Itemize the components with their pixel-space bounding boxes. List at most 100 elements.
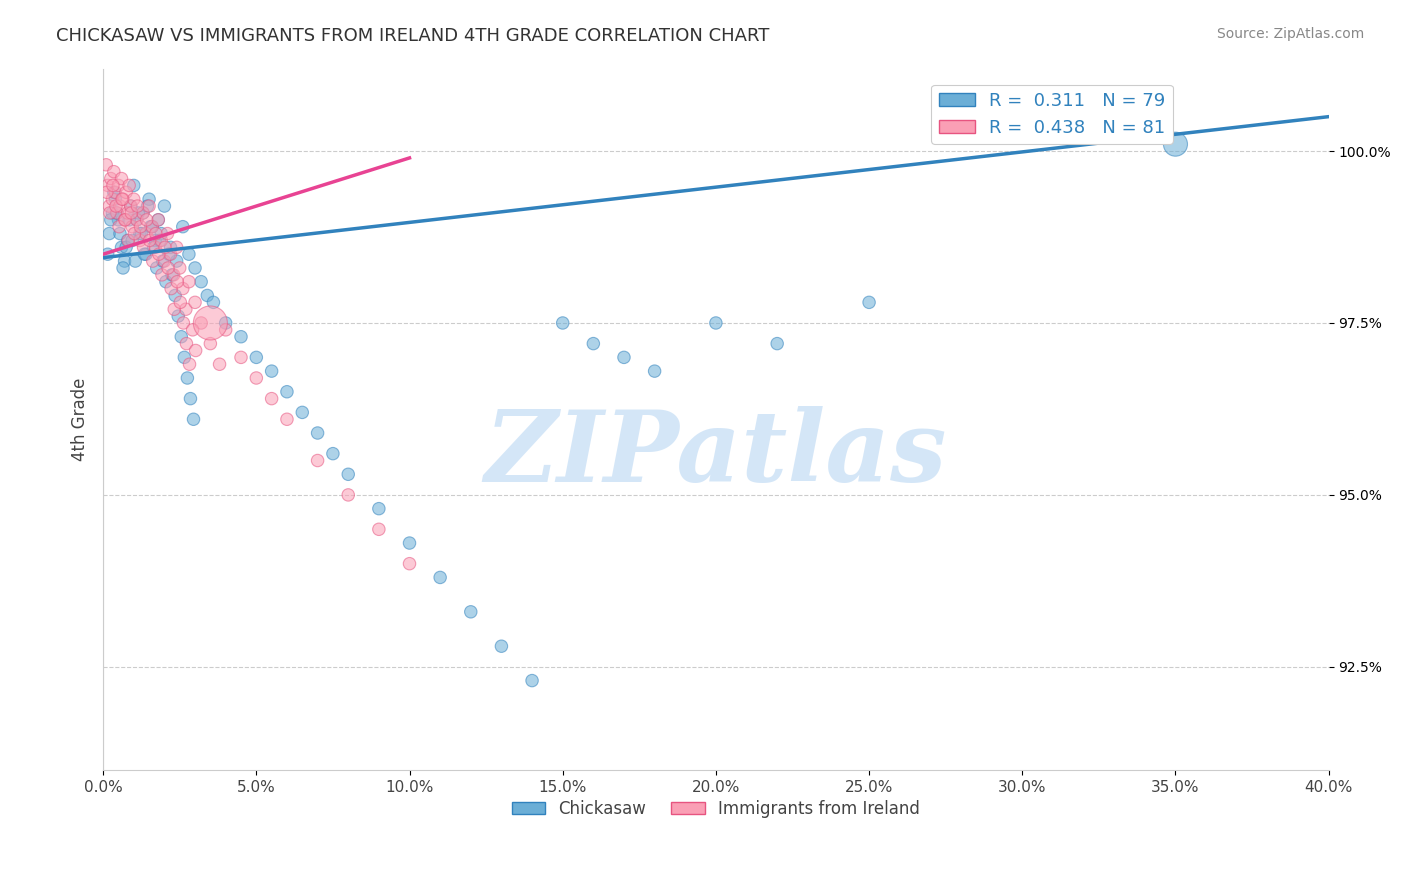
Point: [98, 227, 121, 241]
Point: [704, 316, 727, 330]
Point: [127, 199, 149, 213]
Point: [160, 282, 183, 296]
Point: [108, 227, 131, 241]
Point: [491, 639, 513, 653]
Point: [163, 302, 186, 317]
Point: [190, 275, 212, 289]
Point: [276, 384, 298, 399]
Point: [105, 199, 128, 213]
Point: [169, 295, 191, 310]
Point: [276, 412, 298, 426]
Point: [142, 240, 165, 254]
Point: [117, 206, 139, 220]
Point: [215, 316, 238, 330]
Point: [1164, 137, 1187, 152]
Point: [122, 192, 145, 206]
Point: [172, 282, 194, 296]
Point: [118, 212, 141, 227]
Point: [128, 234, 150, 248]
Point: [108, 199, 131, 213]
Point: [120, 199, 142, 213]
Legend: Chickasaw, Immigrants from Ireland: Chickasaw, Immigrants from Ireland: [505, 794, 927, 825]
Text: CHICKASAW VS IMMIGRANTS FROM IRELAND 4TH GRADE CORRELATION CHART: CHICKASAW VS IMMIGRANTS FROM IRELAND 4TH…: [56, 27, 769, 45]
Point: [124, 254, 146, 268]
Point: [190, 316, 212, 330]
Point: [105, 206, 128, 220]
Point: [138, 234, 160, 248]
Point: [260, 364, 283, 378]
Point: [118, 178, 141, 193]
Point: [176, 371, 198, 385]
Point: [114, 254, 136, 268]
Point: [143, 240, 166, 254]
Point: [101, 178, 124, 193]
Point: [143, 234, 166, 248]
Point: [98, 206, 121, 220]
Point: [142, 254, 165, 268]
Point: [101, 206, 124, 220]
Point: [181, 323, 204, 337]
Point: [153, 240, 176, 254]
Point: [131, 227, 153, 241]
Point: [97, 247, 120, 261]
Point: [200, 336, 222, 351]
Point: [337, 488, 360, 502]
Point: [162, 268, 184, 282]
Point: [177, 247, 200, 261]
Point: [104, 186, 127, 200]
Point: [167, 309, 190, 323]
Point: [367, 501, 389, 516]
Point: [170, 330, 193, 344]
Point: [184, 260, 207, 275]
Point: [215, 323, 238, 337]
Point: [128, 227, 150, 241]
Point: [307, 425, 329, 440]
Point: [150, 234, 173, 248]
Point: [117, 234, 139, 248]
Point: [100, 171, 122, 186]
Point: [245, 371, 267, 385]
Point: [97, 178, 120, 193]
Point: [112, 192, 135, 206]
Point: [141, 219, 163, 234]
Point: [184, 295, 207, 310]
Point: [166, 275, 188, 289]
Point: [107, 178, 129, 193]
Point: [229, 351, 252, 365]
Point: [110, 240, 132, 254]
Point: [121, 219, 143, 234]
Point: [108, 219, 131, 234]
Y-axis label: 4th Grade: 4th Grade: [72, 377, 89, 461]
Point: [100, 212, 122, 227]
Point: [103, 186, 125, 200]
Point: [179, 357, 201, 371]
Point: [155, 275, 177, 289]
Point: [122, 178, 145, 193]
Point: [150, 227, 173, 241]
Point: [229, 330, 252, 344]
Point: [104, 192, 127, 206]
Point: [132, 206, 155, 220]
Point: [169, 260, 191, 275]
Point: [117, 234, 139, 248]
Point: [114, 212, 136, 227]
Point: [200, 316, 222, 330]
Point: [291, 405, 314, 419]
Point: [152, 254, 174, 268]
Point: [179, 392, 201, 406]
Point: [551, 316, 574, 330]
Point: [132, 206, 155, 220]
Point: [245, 351, 267, 365]
Point: [138, 199, 160, 213]
Point: [165, 288, 187, 302]
Point: [322, 447, 344, 461]
Point: [105, 206, 128, 220]
Point: [166, 254, 188, 268]
Point: [156, 227, 179, 241]
Point: [98, 199, 121, 213]
Point: [153, 199, 176, 213]
Point: [153, 254, 176, 268]
Point: [208, 357, 231, 371]
Point: [173, 351, 195, 365]
Point: [103, 164, 125, 178]
